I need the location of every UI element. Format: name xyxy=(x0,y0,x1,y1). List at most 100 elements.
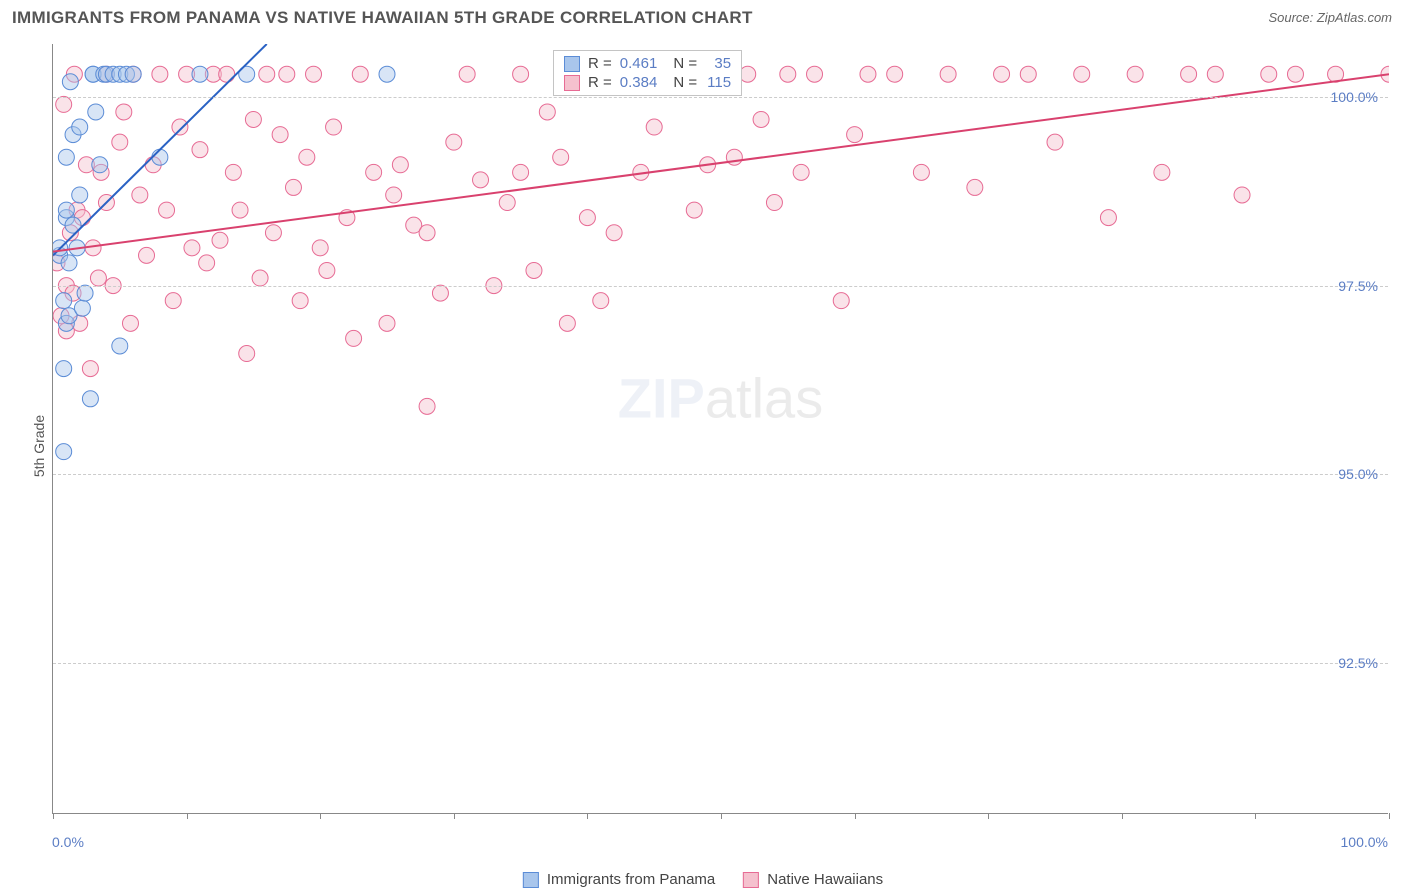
data-point xyxy=(212,232,228,248)
data-point xyxy=(1234,187,1250,203)
data-point xyxy=(116,104,132,120)
data-point xyxy=(1181,66,1197,82)
chart-title: IMMIGRANTS FROM PANAMA VS NATIVE HAWAIIA… xyxy=(12,8,753,28)
data-point xyxy=(122,315,138,331)
data-point xyxy=(319,262,335,278)
data-point xyxy=(272,127,288,143)
data-point xyxy=(82,361,98,377)
n-label: N = xyxy=(673,55,697,72)
y-axis-label: 5th Grade xyxy=(31,415,47,477)
x-tick xyxy=(187,813,188,819)
data-point xyxy=(913,164,929,180)
data-point xyxy=(139,247,155,263)
r-value: 0.384 xyxy=(620,74,658,91)
correlation-legend: R = 0.461 N = 35 R = 0.384 N = 115 xyxy=(553,50,742,96)
data-point xyxy=(1047,134,1063,150)
data-point xyxy=(225,164,241,180)
scatter-svg xyxy=(53,44,1389,814)
data-point xyxy=(386,187,402,203)
data-point xyxy=(646,119,662,135)
data-point xyxy=(112,338,128,354)
data-point xyxy=(686,202,702,218)
gridline xyxy=(53,286,1388,287)
x-tick xyxy=(988,813,989,819)
data-point xyxy=(56,293,72,309)
x-tick xyxy=(587,813,588,819)
gridline xyxy=(53,663,1388,664)
data-point xyxy=(379,66,395,82)
data-point xyxy=(239,346,255,362)
data-point xyxy=(459,66,475,82)
data-point xyxy=(606,225,622,241)
data-point xyxy=(1100,210,1116,226)
legend-swatch-panama xyxy=(523,872,539,888)
data-point xyxy=(292,293,308,309)
data-point xyxy=(1020,66,1036,82)
y-tick-label: 92.5% xyxy=(1338,655,1378,671)
data-point xyxy=(1287,66,1303,82)
y-tick-label: 95.0% xyxy=(1338,466,1378,482)
data-point xyxy=(539,104,555,120)
data-point xyxy=(740,66,756,82)
series-legend: Immigrants from Panama Native Hawaiians xyxy=(523,871,883,888)
data-point xyxy=(392,157,408,173)
data-point xyxy=(199,255,215,271)
data-point xyxy=(152,149,168,165)
data-point xyxy=(419,398,435,414)
data-point xyxy=(61,255,77,271)
data-point xyxy=(72,119,88,135)
n-label: N = xyxy=(673,74,697,91)
legend-label: Immigrants from Panama xyxy=(547,871,715,888)
data-point xyxy=(940,66,956,82)
legend-row: R = 0.384 N = 115 xyxy=(564,74,731,91)
data-point xyxy=(306,66,322,82)
data-point xyxy=(326,119,342,135)
data-point xyxy=(58,149,74,165)
x-tick xyxy=(855,813,856,819)
data-point xyxy=(559,315,575,331)
n-value: 35 xyxy=(705,55,731,72)
x-tick xyxy=(454,813,455,819)
data-point xyxy=(593,293,609,309)
data-point xyxy=(165,293,181,309)
data-point xyxy=(90,270,106,286)
data-point xyxy=(192,142,208,158)
data-point xyxy=(62,74,78,90)
data-point xyxy=(152,66,168,82)
data-point xyxy=(753,111,769,127)
data-point xyxy=(172,119,188,135)
data-point xyxy=(526,262,542,278)
x-min-label: 0.0% xyxy=(52,834,84,850)
x-max-label: 100.0% xyxy=(1341,834,1388,850)
x-tick xyxy=(721,813,722,819)
data-point xyxy=(232,202,248,218)
data-point xyxy=(279,66,295,82)
data-point xyxy=(82,391,98,407)
data-point xyxy=(1074,66,1090,82)
data-point xyxy=(299,149,315,165)
data-point xyxy=(887,66,903,82)
data-point xyxy=(1207,66,1223,82)
legend-row: R = 0.461 N = 35 xyxy=(564,55,731,72)
trend-line xyxy=(53,74,1389,251)
data-point xyxy=(88,104,104,120)
data-point xyxy=(346,330,362,346)
data-point xyxy=(125,66,141,82)
data-point xyxy=(432,285,448,301)
data-point xyxy=(112,134,128,150)
r-value: 0.461 xyxy=(620,55,658,72)
data-point xyxy=(1127,66,1143,82)
legend-label: Native Hawaiians xyxy=(767,871,883,888)
data-point xyxy=(252,270,268,286)
data-point xyxy=(379,315,395,331)
data-point xyxy=(513,164,529,180)
data-point xyxy=(285,179,301,195)
data-point xyxy=(74,300,90,316)
data-point xyxy=(245,111,261,127)
data-point xyxy=(807,66,823,82)
legend-swatch-hawaiian xyxy=(743,872,759,888)
data-point xyxy=(419,225,435,241)
legend-item: Immigrants from Panama xyxy=(523,871,715,888)
data-point xyxy=(833,293,849,309)
x-tick xyxy=(1255,813,1256,819)
